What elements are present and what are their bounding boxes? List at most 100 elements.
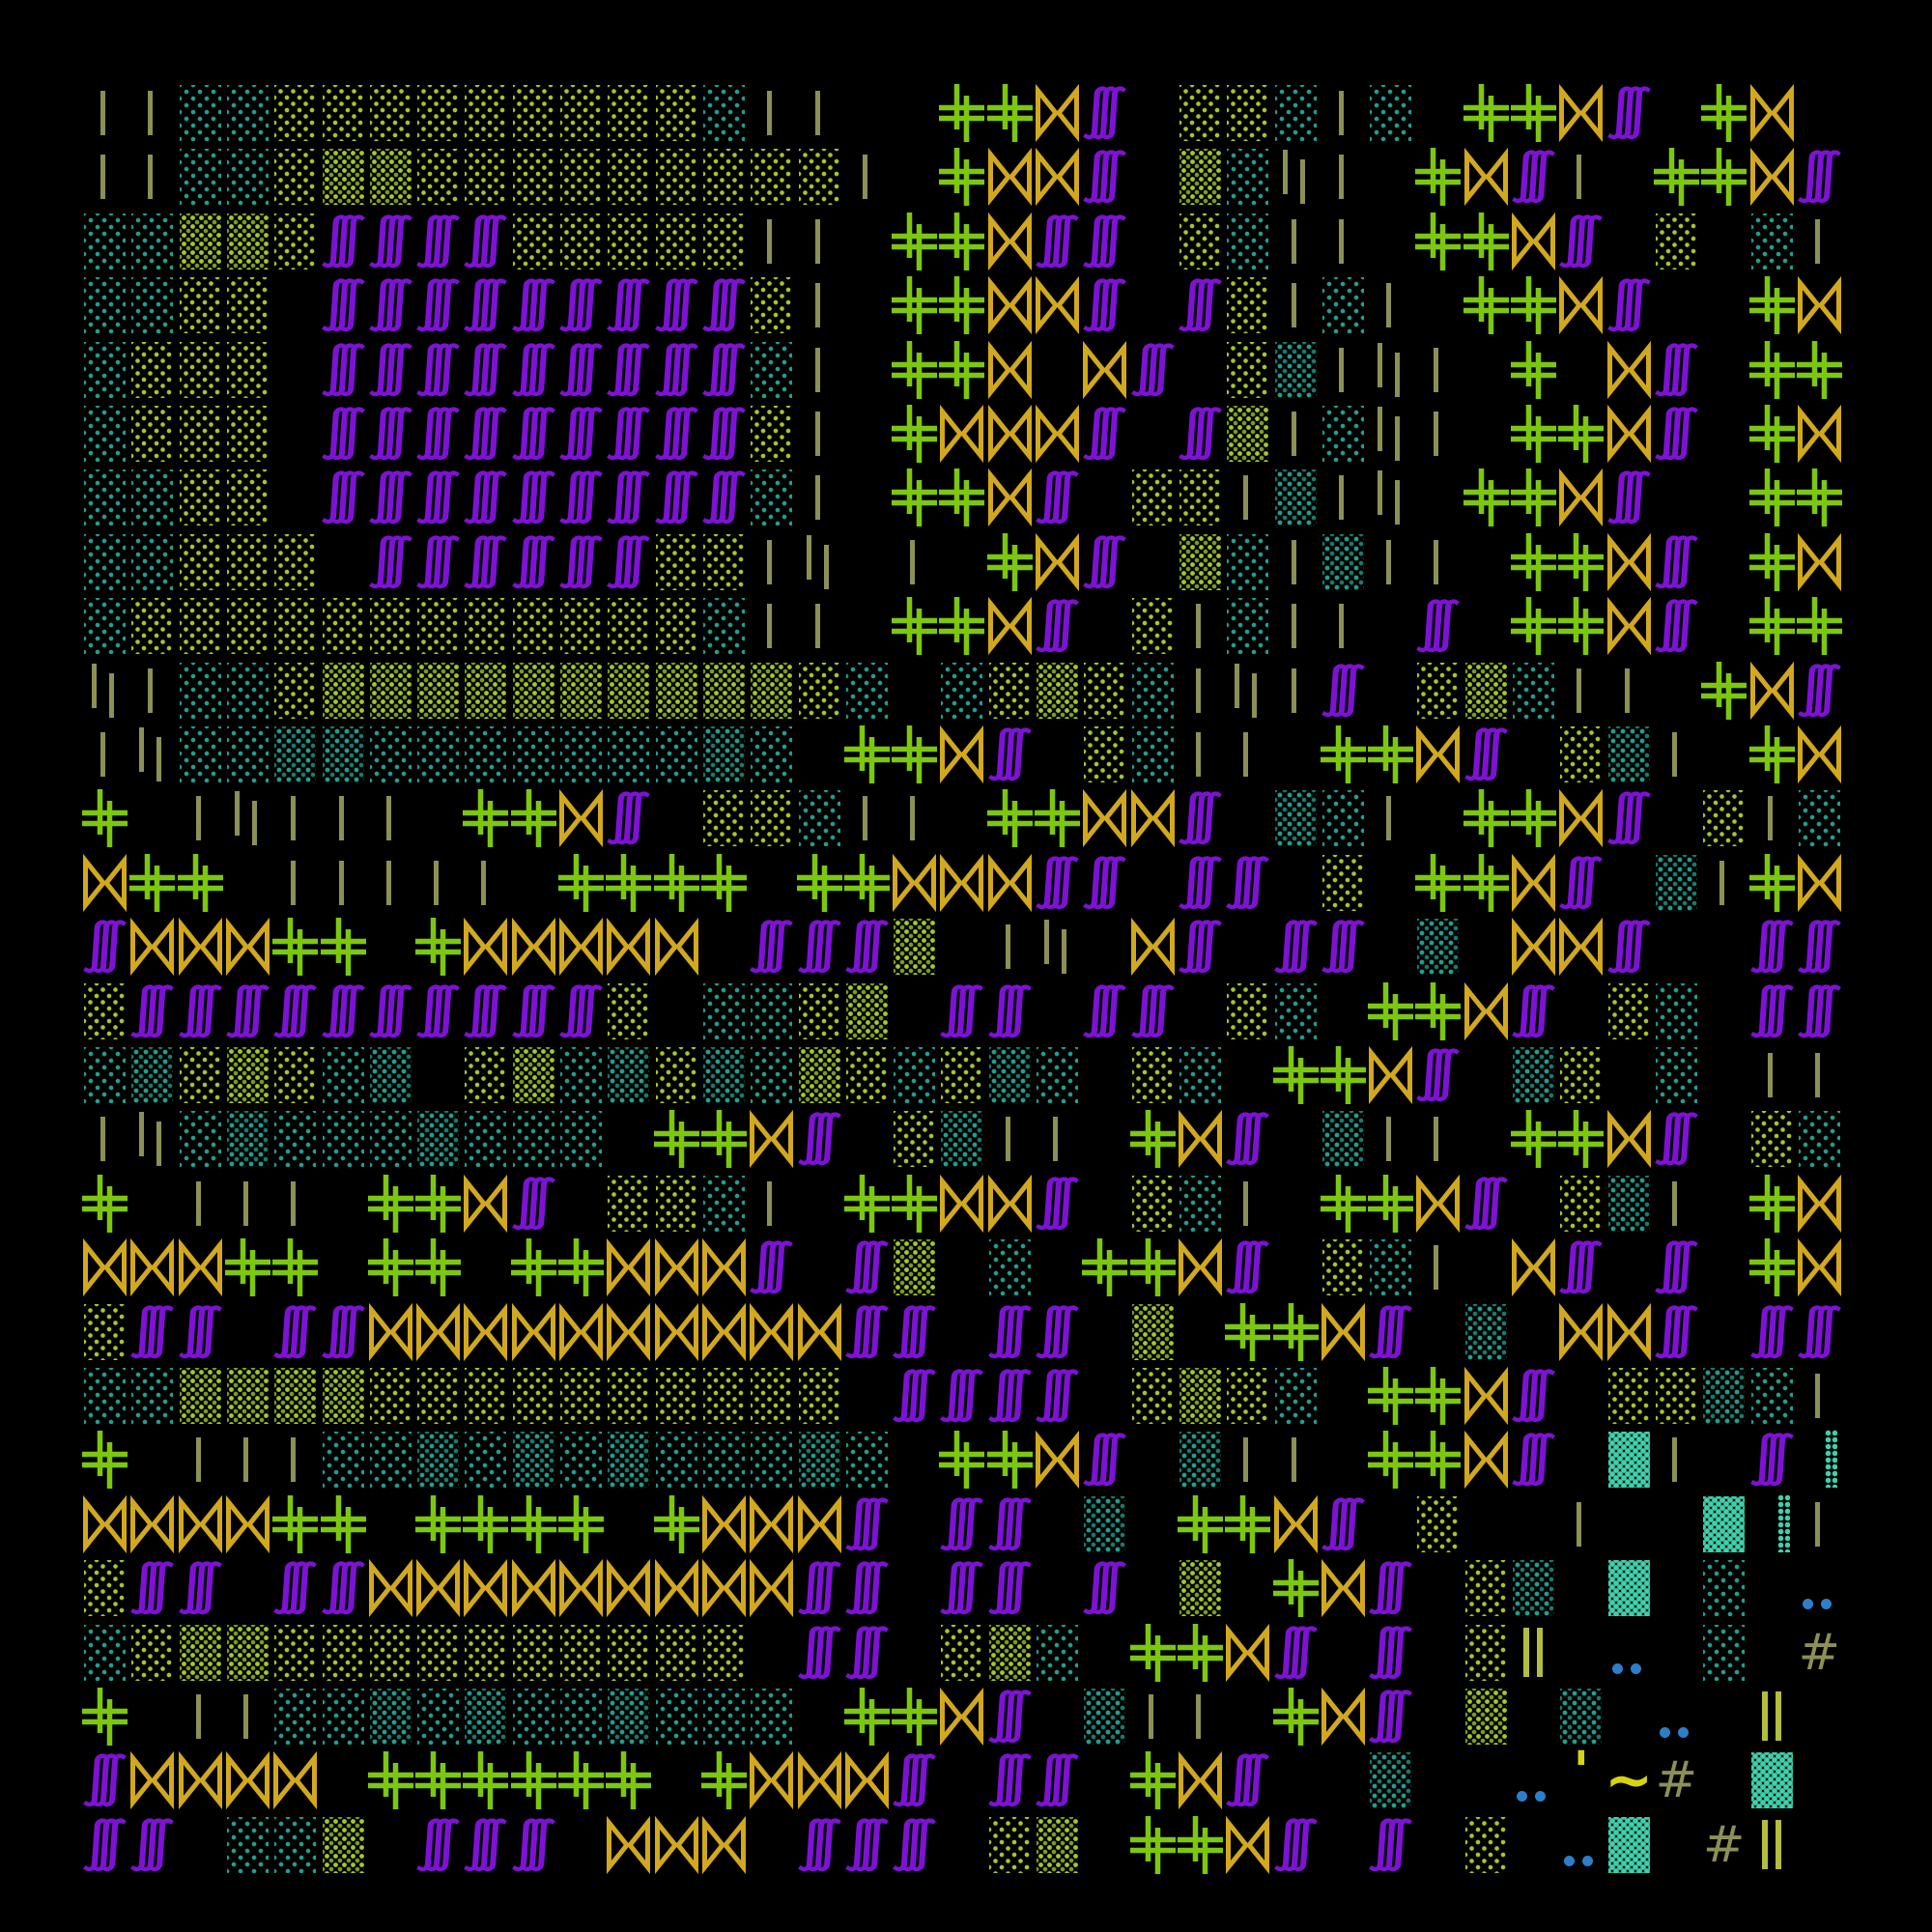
bar-icon: [767, 1180, 773, 1226]
tile-shade-teal-light: [1177, 1172, 1224, 1236]
tile-triple-integral: ∫∫∫: [1032, 594, 1081, 658]
tile-double-bar-bright: [1510, 1621, 1557, 1685]
tile-bar-single: [1224, 466, 1271, 529]
tile-shade-teal-light: [81, 402, 128, 466]
shade-teal-light-icon: [655, 726, 697, 782]
tile-shade-teal-light: [1367, 81, 1414, 145]
tile-bowtie: [1605, 1300, 1653, 1364]
tile-double-cross: [367, 1236, 414, 1299]
triple-integral-icon: ∫∫∫: [841, 1239, 872, 1296]
bright-bar-icon: [1761, 1819, 1768, 1869]
bar-icon: [195, 1694, 201, 1739]
triple-integral-icon: ∫∫∫: [1651, 598, 1682, 655]
triple-integral-icon: ∫∫∫: [1651, 406, 1682, 462]
tile-shade-teal-medium: [1272, 786, 1320, 850]
tile-dot-pair: [1796, 1556, 1843, 1620]
tile-triple-integral: ∫∫∫: [1747, 980, 1796, 1043]
tile-shade-green-light: [1414, 659, 1462, 723]
tile-triple-integral: ∫∫∫: [746, 915, 795, 979]
triple-integral-icon: ∫∫∫: [746, 919, 777, 976]
tile-shade-green-light: [1557, 723, 1605, 786]
shade-green-medium-icon: [179, 1368, 221, 1424]
bowtie-icon: [607, 1302, 651, 1361]
tile-triple-integral: ∫∫∫: [1223, 1748, 1271, 1812]
tile-shade-green-light: [510, 145, 557, 209]
tile-bar-single: [367, 786, 414, 850]
tile-shade-teal-light: [1367, 1236, 1414, 1299]
tile-shade-green-light: [271, 1043, 319, 1107]
shade-green-light-icon: [131, 341, 174, 398]
tile-triple-integral: ∫∫∫: [555, 402, 605, 466]
tile-triple-integral: ∫∫∫: [1651, 402, 1700, 466]
tile-double-cross: [271, 1236, 319, 1299]
double-cross-icon: [1463, 212, 1509, 270]
tile-double-cross: [271, 1492, 319, 1556]
triple-integral-icon: ∫∫∫: [365, 406, 396, 462]
double-cross-icon: [1129, 1751, 1176, 1810]
shade-green-light-icon: [369, 1368, 412, 1424]
bowtie-icon: [654, 1302, 698, 1361]
tile-shade-teal-light: [320, 1685, 367, 1748]
tile-shade-teal-light: [177, 659, 224, 723]
tile-bar-single: [271, 1428, 319, 1492]
tile-shade-green-light: [1605, 980, 1653, 1043]
tile-triple-integral: ∫∫∫: [508, 466, 557, 529]
bowtie-icon: [1559, 789, 1604, 848]
triple-integral-icon: ∫∫∫: [127, 1303, 157, 1360]
tile-shade-teal-light: [1224, 594, 1271, 658]
tile-shade-green-light: [1605, 1364, 1653, 1428]
tile-double-cross: [1510, 81, 1557, 145]
tile-triple-integral: ∫∫∫: [1508, 980, 1557, 1043]
tile-triple-integral: ∫∫∫: [461, 402, 509, 466]
tile-double-cross: [510, 1236, 557, 1299]
tile-shade-teal-light: [177, 723, 224, 786]
tile-shade-teal-light: [748, 466, 795, 529]
double-cross-icon: [82, 1688, 128, 1746]
bowtie-icon: [1463, 148, 1508, 207]
tile-triple-integral: ∫∫∫: [1556, 1236, 1605, 1299]
tile-shade-green-light: [1129, 466, 1177, 529]
double-cross-icon: [1272, 1688, 1319, 1746]
tile-shade-teal-light: [796, 786, 843, 850]
tile-triple-integral: ∫∫∫: [270, 1300, 319, 1364]
bowtie-icon: [607, 1815, 651, 1874]
tile-shade-teal-medium: [462, 1685, 509, 1748]
tile-triple-integral: ∫∫∫: [318, 980, 367, 1043]
tile-bar-single: [1653, 1172, 1700, 1236]
double-cross-icon: [1511, 405, 1556, 463]
shade-teal-medium-icon: [369, 1047, 412, 1103]
bar-icon: [1767, 796, 1773, 841]
triple-integral-icon: ∫∫∫: [1079, 533, 1110, 590]
bowtie-icon: [750, 1110, 794, 1169]
tile-double-cross: [414, 1748, 462, 1812]
triple-integral-icon: ∫∫∫: [1651, 341, 1682, 398]
tile-shade-green-light: [700, 1364, 748, 1428]
triple-integral-icon: ∫∫∫: [1746, 919, 1777, 976]
triple-integral-icon: ∫∫∫: [508, 1175, 539, 1232]
tile-bar-single: [1367, 1107, 1414, 1171]
tile-triple-integral: ∫∫∫: [365, 980, 414, 1043]
tile-double-cross: [81, 786, 128, 850]
bar-icon: [823, 544, 829, 589]
shade-teal-medium-icon: [608, 1047, 650, 1103]
shade-green-light-icon: [226, 406, 269, 462]
tile-shade-green-medium: [367, 145, 414, 209]
triple-integral-icon: ∫∫∫: [127, 1560, 157, 1617]
bowtie-icon: [1797, 404, 1841, 464]
tile-double-cross: [1748, 723, 1796, 786]
shade-teal-medium-icon: [1513, 1560, 1554, 1617]
tile-shade-green-light: [462, 81, 509, 145]
bar-icon: [156, 1122, 162, 1167]
tile-shade-green-light: [1129, 594, 1177, 658]
triple-integral-icon: ∫∫∫: [984, 1495, 1015, 1552]
tile-shade-green-light: [177, 530, 224, 594]
tile-shade-teal-medium: [1414, 915, 1462, 979]
bar-icon: [195, 1180, 201, 1226]
tile-shade-green-medium: [462, 659, 509, 723]
tile-double-cross: [1510, 338, 1557, 402]
bowtie-icon: [1797, 1174, 1841, 1233]
tile-bar-single: [367, 851, 414, 915]
tile-shade-green-light: [128, 594, 176, 658]
tile-shade-green-medium: [1034, 1813, 1081, 1877]
tile-shade-green-light: [1177, 466, 1224, 529]
